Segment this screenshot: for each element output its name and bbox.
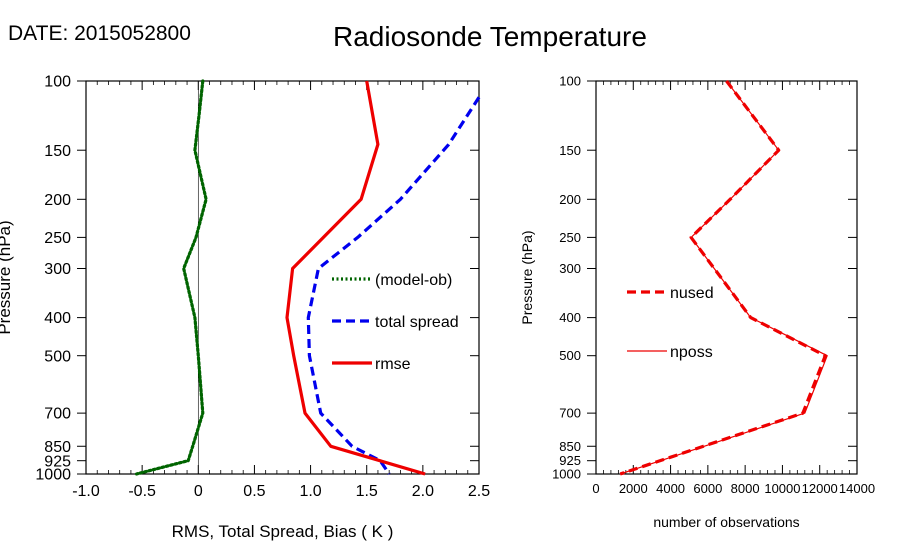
y-axis-label: Pressure (hPa) — [519, 230, 535, 324]
y-tick-label: 1000 — [35, 467, 71, 484]
x-tick-label: 8000 — [731, 481, 760, 496]
x-tick-label: 2.5 — [468, 483, 490, 500]
y-tick-label: 925 — [44, 453, 71, 470]
series-line-total-spread — [306, 96, 481, 475]
x-tick-label: -0.5 — [128, 483, 156, 500]
legend-label: nused — [670, 285, 714, 302]
date-label: DATE: 2015052800 — [8, 22, 191, 45]
y-tick-label: 150 — [559, 143, 581, 158]
y-tick-label: 1000 — [552, 467, 581, 482]
y-tick-label: 400 — [44, 310, 71, 327]
x-tick-label: 1.5 — [356, 483, 378, 500]
plot-frame — [595, 80, 858, 475]
y-tick-label: 200 — [559, 192, 581, 207]
x-tick-label: 6000 — [693, 481, 722, 496]
y-tick-label: 100 — [44, 74, 71, 91]
x-tick-label: 4000 — [656, 481, 685, 496]
y-tick-label: 850 — [559, 439, 581, 454]
y-tick-label: 250 — [559, 230, 581, 245]
x-tick-label: -1.0 — [72, 483, 100, 500]
y-tick-label: 150 — [44, 143, 71, 160]
series-line-nposs — [620, 80, 828, 475]
legend-label: rmse — [375, 356, 411, 373]
x-tick-label: 0 — [592, 481, 599, 496]
x-tick-label: 2000 — [619, 481, 648, 496]
chart-title: Radiosonde Temperature — [333, 21, 647, 52]
series-line-rmse — [285, 80, 426, 476]
y-tick-label: 925 — [559, 453, 581, 468]
right-panel: 0 2000 4000 6000 8000 10000 12000 14000 100 150 20… — [519, 74, 875, 530]
series-line-model-ob — [134, 79, 208, 476]
y-tick-label: 100 — [559, 74, 581, 89]
x-tick-label: 0.5 — [243, 483, 265, 500]
x-tick-label: 1.0 — [299, 483, 321, 500]
y-axis-label: Pressure (hPa) — [0, 220, 14, 334]
x-tick-label: 10000 — [764, 481, 800, 496]
series-line-nused — [619, 80, 827, 476]
x-axis-label: RMS, Total Spread, Bias ( K ) — [172, 522, 394, 541]
y-tick-label: 300 — [559, 261, 581, 276]
legend-label: total spread — [375, 314, 459, 331]
y-tick-label: 200 — [44, 192, 71, 209]
y-tick-label: 400 — [559, 310, 581, 325]
x-tick-label: 2.0 — [412, 483, 434, 500]
x-tick-label: 12000 — [802, 481, 838, 496]
x-axis-label: number of observations — [653, 514, 799, 530]
x-tick-label: 0 — [194, 483, 203, 500]
legend-label: nposs — [670, 344, 713, 361]
y-tick-label: 500 — [559, 348, 581, 363]
y-tick-label: 850 — [44, 439, 71, 456]
y-tick-label: 250 — [44, 230, 71, 247]
y-tick-label: 700 — [559, 406, 581, 421]
y-tick-label: 500 — [44, 348, 71, 365]
legend-label: (model-ob) — [375, 272, 452, 289]
plot-frame — [85, 80, 480, 475]
left-panel: -1.0 -0.5 0 0.5 1.0 1.5 2.0 2.5 100 150 200 250 300 4… — [0, 74, 490, 541]
y-tick-label: 300 — [44, 261, 71, 278]
x-tick-label: 14000 — [839, 481, 875, 496]
y-tick-label: 700 — [44, 406, 71, 423]
